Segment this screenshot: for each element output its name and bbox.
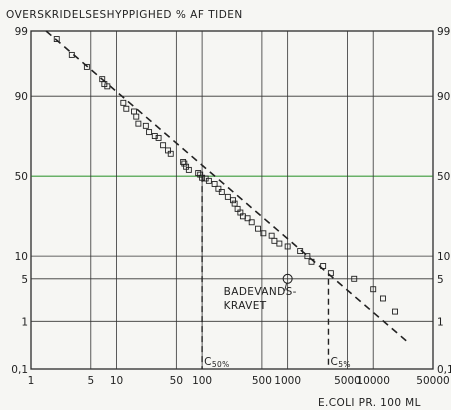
data-point xyxy=(180,159,187,165)
annotation-leader xyxy=(284,282,288,291)
data-point xyxy=(268,232,275,239)
data-point xyxy=(380,295,386,302)
data-point xyxy=(248,219,255,226)
data-point xyxy=(167,150,174,157)
x-tick-label: 1000 xyxy=(274,375,301,387)
x-tick-label: 500 xyxy=(252,375,272,387)
y-tick-label-left: 1 xyxy=(21,316,28,328)
data-point xyxy=(83,63,90,70)
x-tick-label: 10000 xyxy=(356,375,389,387)
y-tick-label-right: 10 xyxy=(437,251,450,263)
guide-label: C5% xyxy=(330,356,350,369)
y-tick-label-right: 90 xyxy=(437,91,450,103)
data-point xyxy=(142,122,149,129)
data-point xyxy=(160,142,167,149)
y-tick-label-left: 90 xyxy=(15,91,28,103)
data-point xyxy=(284,243,291,250)
x-tick-label: 50000 xyxy=(416,375,449,387)
grid-horizontal xyxy=(31,30,433,370)
data-points xyxy=(53,36,398,315)
data-point xyxy=(218,189,225,195)
x-tick-label: 1 xyxy=(28,375,35,387)
y-tick-labels: 0,1 0,1 1 1 5 5 10 10 50 50 90 90 99 99 xyxy=(11,26,451,376)
y-tick-label-left: 5 xyxy=(21,274,28,286)
x-tick-label: 100 xyxy=(192,375,212,387)
data-point xyxy=(120,99,127,106)
guide-label: C50% xyxy=(204,356,230,369)
y-tick-label-right: 0,1 xyxy=(437,364,451,376)
data-point xyxy=(351,275,358,282)
x-tick-label: 10 xyxy=(110,375,123,387)
x-tick-label: 50 xyxy=(170,375,183,387)
critical-value-guides xyxy=(201,176,330,369)
data-point xyxy=(195,170,202,176)
data-point xyxy=(181,160,188,167)
data-point xyxy=(271,237,278,244)
data-point xyxy=(215,185,222,192)
data-point xyxy=(276,240,283,247)
trend-line xyxy=(45,30,408,343)
annotation-text: KRAVET xyxy=(224,300,267,312)
chart-title: OVERSKRIDELSESHYPPIGHED % AF TIDEN xyxy=(6,9,243,21)
data-point xyxy=(224,193,231,200)
data-point xyxy=(255,225,261,232)
y-tick-label-left: 10 xyxy=(15,251,28,263)
annotation-text: BADEVANDS- xyxy=(224,286,297,298)
data-point xyxy=(104,83,111,90)
y-tick-label-right: 99 xyxy=(437,26,450,38)
data-point xyxy=(231,200,238,207)
guide-label-subscript: 5% xyxy=(338,360,351,369)
data-point xyxy=(199,174,206,181)
data-point xyxy=(123,105,130,112)
data-point xyxy=(146,129,153,136)
data-point xyxy=(320,263,327,269)
data-point xyxy=(68,51,75,58)
y-tick-label-right: 5 xyxy=(437,274,444,286)
y-tick-label-right: 1 xyxy=(437,316,444,328)
data-point xyxy=(327,270,334,277)
y-tick-label-left: 0,1 xyxy=(11,364,28,376)
y-tick-label-left: 99 xyxy=(15,26,28,38)
data-point xyxy=(53,36,60,43)
data-point xyxy=(135,120,142,127)
guide-label-subscript: 50% xyxy=(212,360,230,369)
y-tick-label-right: 50 xyxy=(437,171,450,183)
data-point xyxy=(133,113,140,120)
x-tick-label: 5000 xyxy=(334,375,361,387)
data-point xyxy=(155,134,162,141)
data-point xyxy=(197,171,204,178)
data-point xyxy=(370,286,377,293)
data-point xyxy=(244,215,251,222)
data-point xyxy=(151,133,158,139)
annotations: BADEVANDS- KRAVET C50% C5% xyxy=(204,273,351,369)
x-tick-label: 5 xyxy=(87,375,94,387)
y-tick-label-left: 50 xyxy=(15,171,28,183)
data-point xyxy=(230,197,236,204)
data-point xyxy=(260,230,267,237)
data-point xyxy=(185,166,192,173)
grid-vertical xyxy=(30,31,434,369)
data-point xyxy=(304,253,311,260)
data-point xyxy=(308,258,315,265)
data-point xyxy=(392,308,398,315)
data-point xyxy=(211,181,218,187)
plot-frame xyxy=(30,30,434,370)
trend-line-dashed xyxy=(45,30,408,343)
reference-circle xyxy=(282,273,293,284)
data-point xyxy=(205,177,212,184)
data-point xyxy=(131,108,137,115)
x-axis-title: E.COLI PR. 100 ML xyxy=(318,397,421,409)
data-point xyxy=(297,248,304,255)
